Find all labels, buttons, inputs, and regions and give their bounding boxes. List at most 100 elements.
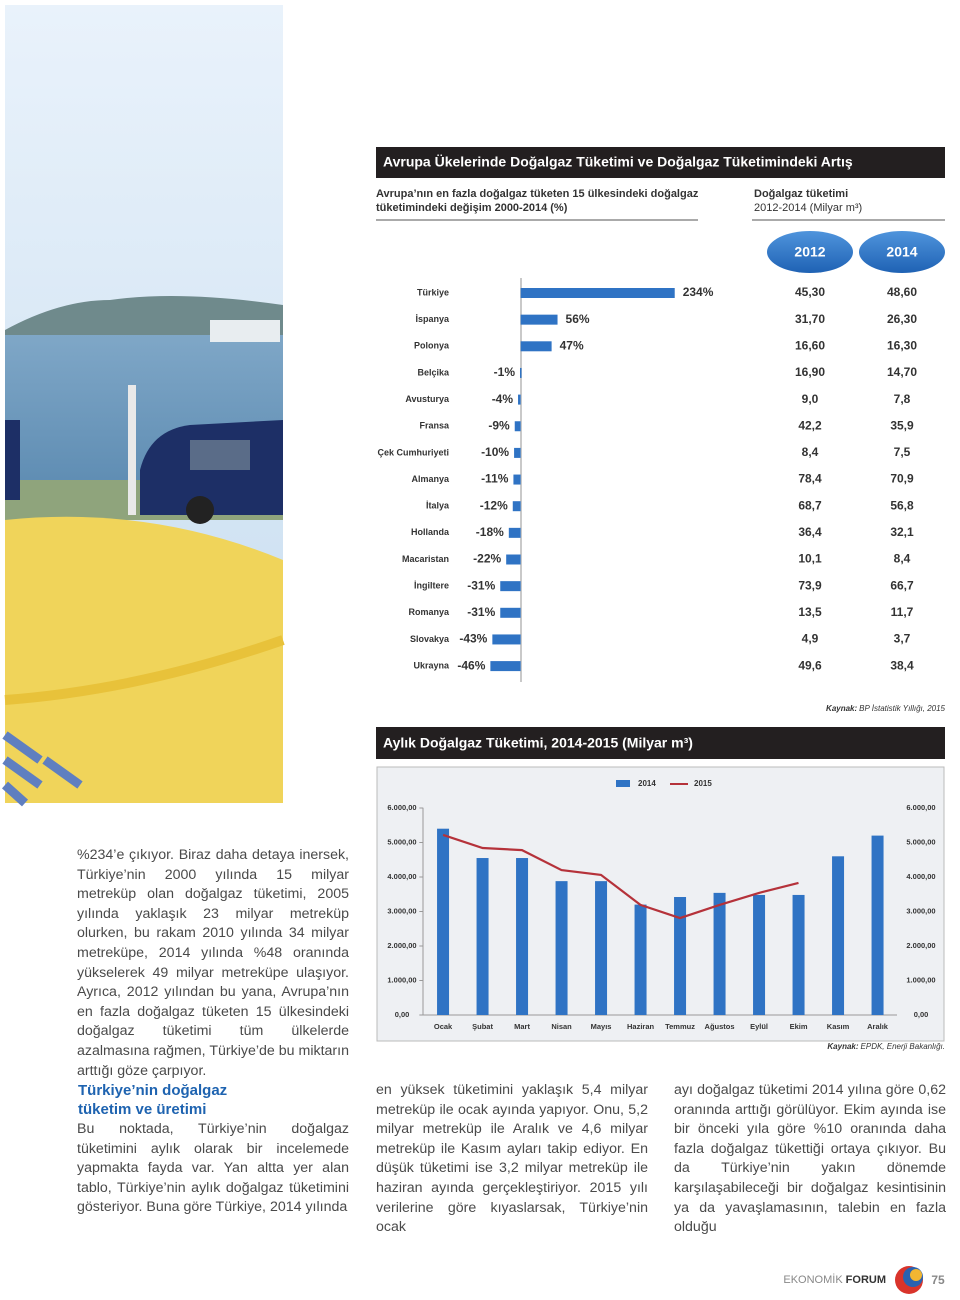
table-cell: 14,70 (887, 365, 917, 379)
bar (518, 394, 521, 405)
source-label: Kaynak: (826, 704, 857, 713)
chart-title: Avrupa Ükelerinde Doğalgaz Tüketimi ve D… (383, 154, 853, 170)
page-number: 75 (931, 1273, 945, 1287)
table-cell: 9,0 (802, 392, 819, 406)
bar (871, 835, 884, 1015)
table-cell: 73,9 (798, 578, 822, 592)
category-label: Slovakya (410, 634, 450, 644)
y-tick-label: 5.000,00 (387, 837, 416, 846)
footer-brand: FORUM (846, 1274, 886, 1286)
x-tick-label: Mayıs (591, 1022, 612, 1031)
x-tick-label: Mart (514, 1022, 530, 1031)
bar (595, 881, 608, 1015)
x-tick-label: Eylül (750, 1022, 768, 1031)
table-cell: 45,30 (795, 285, 825, 299)
x-tick-label: Aralık (867, 1022, 889, 1031)
table-cell: 8,4 (894, 552, 911, 566)
source: BP İstatistik Yıllığı, 2015 (859, 704, 945, 713)
y2-tick-label: 4.000,00 (906, 872, 935, 881)
bar (437, 828, 450, 1015)
x-tick-label: Kasım (827, 1022, 850, 1031)
value-label: -43% (459, 632, 487, 646)
category-label: Romanya (408, 607, 450, 617)
table-cell: 35,9 (890, 418, 914, 432)
y-tick-label: 6.000,00 (387, 803, 416, 812)
value-label: -4% (492, 392, 514, 406)
bar (514, 447, 521, 458)
source-label: Kaynak: (827, 1042, 858, 1051)
y2-tick-label: 0,00 (914, 1010, 929, 1019)
value-label: 56% (566, 312, 590, 326)
x-tick-label: Ağustos (705, 1022, 735, 1031)
table-cell: 32,1 (890, 525, 914, 539)
table-cell: 26,30 (887, 312, 917, 326)
bar (555, 881, 568, 1015)
x-tick-label: Temmuz (665, 1022, 695, 1031)
table-cell: 3,7 (894, 632, 911, 646)
category-label: İspanya (415, 314, 450, 324)
source: EPDK, Enerji Bakanlığı. (861, 1042, 945, 1051)
table-cell: 16,60 (795, 338, 825, 352)
category-label: İtalya (426, 501, 450, 511)
value-label: -31% (467, 578, 495, 592)
bar (753, 894, 766, 1015)
bar (500, 607, 521, 618)
heading: Türkiye’nin doğalgaz tüketim ve üretimi (78, 1081, 227, 1119)
table-cell: 36,4 (798, 525, 822, 539)
table-cell: 56,8 (890, 498, 914, 512)
x-tick-label: Nisan (551, 1022, 572, 1031)
bar (713, 892, 726, 1015)
category-label: Ukrayna (413, 660, 450, 670)
table-cell: 13,5 (798, 605, 822, 619)
category-label: Polonya (414, 341, 450, 351)
table-cell: 8,4 (802, 445, 819, 459)
value-label: 47% (560, 338, 584, 352)
bar (792, 894, 805, 1015)
y2-tick-label: 3.000,00 (906, 906, 935, 915)
table-cell: 48,60 (887, 285, 917, 299)
bar (832, 856, 845, 1015)
paragraph: Bu noktada, Türkiye’nin doğalgaz tüketim… (77, 1121, 349, 1216)
value-label: -12% (480, 498, 508, 512)
table-cell: 31,70 (795, 312, 825, 326)
x-tick-label: Haziran (627, 1022, 655, 1031)
table-cell: 38,4 (890, 658, 914, 672)
photo (1, 5, 285, 807)
y2-tick-label: 5.000,00 (906, 837, 935, 846)
y-tick-label: 3.000,00 (387, 906, 416, 915)
header-bar (376, 727, 945, 759)
y-tick-label: 1.000,00 (387, 975, 416, 984)
table-cell: 70,9 (890, 472, 914, 486)
bar (512, 501, 521, 512)
legend-swatch (616, 780, 630, 787)
y-tick-label: 2.000,00 (387, 941, 416, 950)
chart-title: Aylık Doğalgaz Tüketimi, 2014-2015 (Mily… (383, 735, 693, 751)
table-cell: 10,1 (798, 552, 822, 566)
line (442, 833, 799, 920)
y-tick-label: 0,00 (395, 1010, 410, 1019)
value-label: -1% (494, 365, 516, 379)
category-label: Avusturya (405, 394, 450, 404)
table-cell: 11,7 (891, 605, 914, 619)
table-cell: 68,7 (798, 498, 822, 512)
bar (520, 314, 558, 325)
bar (492, 634, 521, 645)
bar (516, 858, 529, 1015)
category-label: Hollanda (411, 527, 450, 537)
year-oval (767, 231, 853, 273)
bar (476, 858, 489, 1015)
category-label: Türkiye (417, 287, 449, 297)
bar (674, 897, 687, 1015)
bar (634, 904, 647, 1015)
bar (508, 527, 521, 538)
paragraph: %234’e çıkıyor. Biraz daha detaya inerse… (77, 847, 349, 1079)
chart-frame (376, 766, 945, 1042)
bar (490, 661, 521, 672)
table-cell: 78,4 (798, 472, 822, 486)
table-header: 2014 (886, 244, 917, 260)
bar (520, 341, 552, 352)
y2-tick-label: 1.000,00 (906, 975, 935, 984)
chart-subtitle: tüketimindeki değişim 2000-2014 (%) (376, 202, 568, 214)
